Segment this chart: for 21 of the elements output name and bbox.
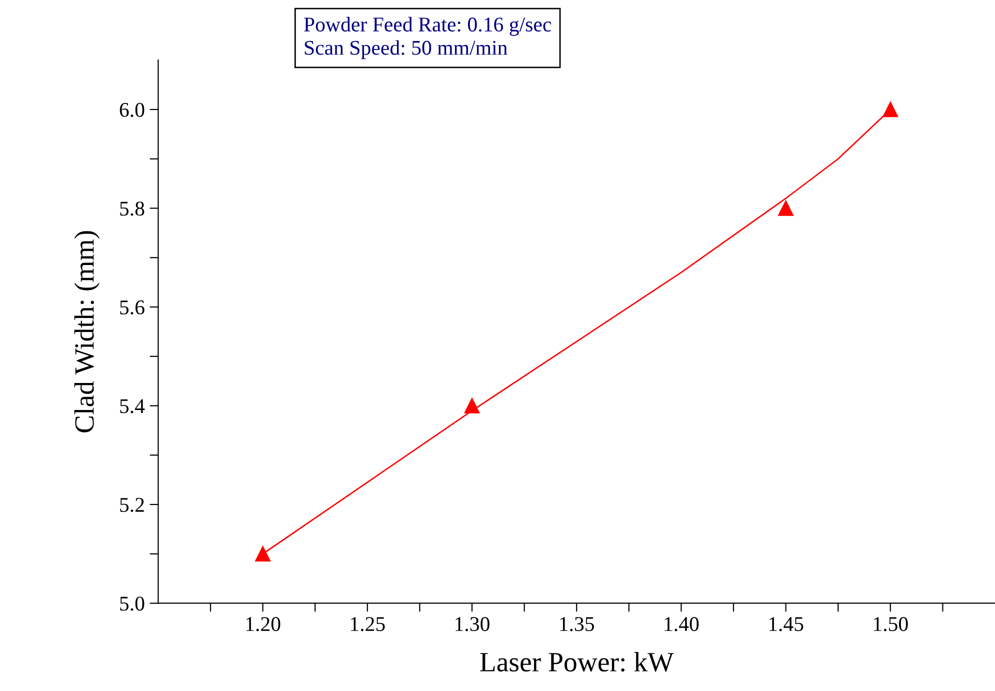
x-tick-label: 1.30 bbox=[456, 617, 490, 632]
point bbox=[778, 200, 794, 216]
y-tick-label: 5.0 bbox=[120, 596, 144, 611]
x-axis-title: Laser Power: kW bbox=[480, 652, 674, 672]
x-tick-label: 1.50 bbox=[874, 617, 908, 632]
y-tick-label: 6.0 bbox=[120, 102, 144, 118]
y-tick-label: 5.6 bbox=[120, 300, 144, 315]
point bbox=[464, 398, 480, 414]
x-tick-label: 1.25 bbox=[351, 617, 385, 632]
x-tick-label: 1.40 bbox=[664, 617, 699, 632]
y-tick-label: 5.8 bbox=[120, 202, 144, 216]
text: Scan Speed: 50 mm/min bbox=[304, 40, 508, 60]
x-tick-label: 1.20 bbox=[246, 617, 280, 632]
y-axis-title: Clad Width: (mm) bbox=[74, 231, 100, 432]
y-tick-label: 5.2 bbox=[120, 498, 144, 512]
point bbox=[882, 102, 898, 118]
point bbox=[255, 546, 270, 562]
x-tick-label: 1.45 bbox=[769, 617, 804, 632]
text: Powder Feed Rate: 0.16 g/sec bbox=[304, 16, 552, 36]
y-tick-label: 5.4 bbox=[120, 399, 145, 414]
x-tick-label: 1.35 bbox=[560, 617, 594, 632]
